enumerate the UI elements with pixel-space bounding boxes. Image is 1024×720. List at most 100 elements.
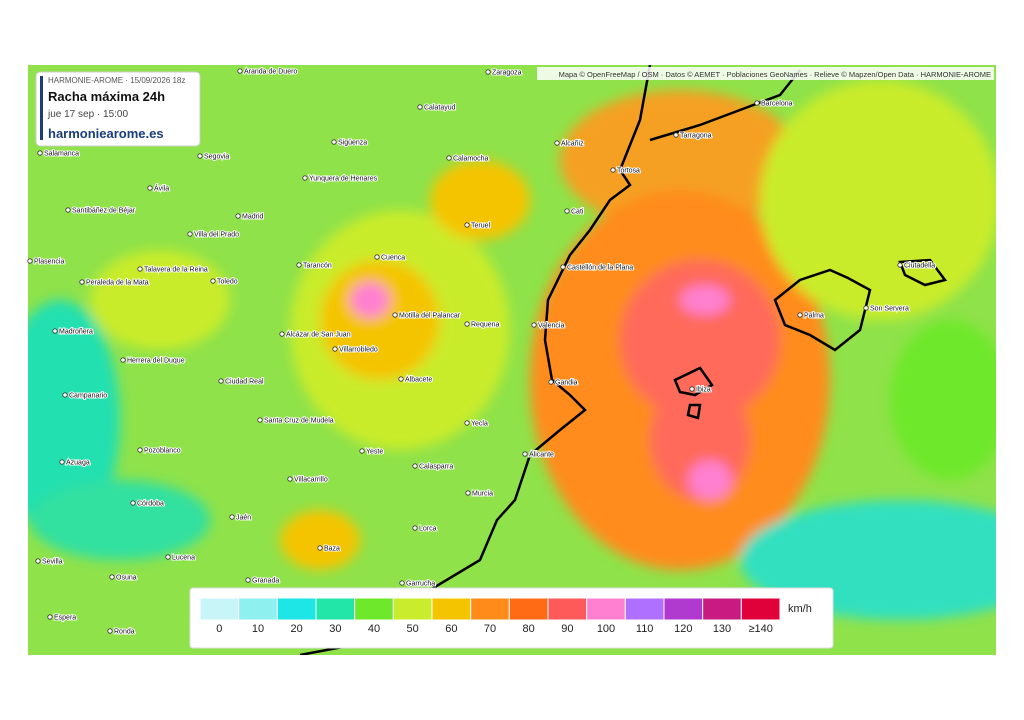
city-label: Lorca (419, 526, 437, 533)
city-label: Requena (471, 322, 500, 329)
city-label: Jaén (236, 515, 251, 522)
legend-label: 110 (636, 623, 654, 635)
legend-swatch (663, 597, 704, 621)
city-dot (689, 386, 695, 392)
legend-swatch (702, 597, 742, 621)
city-dot (120, 357, 126, 363)
city-label: Santibáñez de Béjar (72, 208, 136, 215)
legend-label: 70 (484, 623, 496, 635)
city-dot (279, 331, 285, 337)
city-label: Murcia (472, 491, 493, 498)
city-dot (897, 262, 903, 268)
city-label: Sevilla (42, 559, 63, 566)
model-run: HARMONIE-AROME · 15/09/2026 18z (48, 76, 185, 85)
legend-swatch (276, 597, 317, 621)
legend-label: 100 (597, 623, 615, 635)
city-label: Aranda de Duero (244, 69, 297, 76)
city-dot (287, 476, 293, 482)
city-dot (37, 150, 43, 156)
city-dot (147, 185, 153, 191)
legend-label: 120 (674, 623, 692, 635)
wind-field (28, 65, 996, 655)
city-dot (27, 258, 33, 264)
city-label: Herrera del Duque (127, 358, 185, 365)
city-dot (109, 574, 115, 580)
city-label: Talavera de la Reina (144, 267, 208, 274)
city-label: Toledo (217, 279, 238, 286)
city-label: Espera (54, 615, 76, 622)
city-dot (107, 628, 113, 634)
city-dot (35, 558, 41, 564)
city-label: Valencia (538, 323, 564, 330)
city-label: Baza (324, 546, 340, 553)
city-dot (398, 376, 404, 382)
city-label: Villacarrillo (294, 477, 328, 484)
city-label: Madrid (242, 214, 264, 221)
city-dot (331, 139, 337, 145)
city-dot (210, 278, 216, 284)
city-dot (464, 222, 470, 228)
legend-swatch (392, 597, 433, 621)
city-dot (412, 525, 418, 531)
city-label: Tortosa (617, 168, 640, 175)
city-label: Gandia (555, 380, 578, 387)
city-label: Ávila (154, 184, 169, 193)
city-dot (522, 451, 528, 457)
legend-label: 10 (252, 623, 264, 635)
legend-label: 40 (368, 623, 380, 635)
attribution: Mapa © OpenFreeMap / OSM · Datos © AEMET… (559, 70, 991, 79)
city-dot (130, 500, 136, 506)
legend-swatch (470, 597, 510, 621)
city-label: Zaragoza (492, 70, 522, 77)
city-dot (59, 459, 65, 465)
city-dot (412, 463, 418, 469)
city-dot (317, 545, 323, 551)
legend: km/h 0 10 20 30 40 50 60 70 80 90 100 110 120 130 ≥140 (189, 587, 834, 649)
city-label: Madroñera (59, 329, 93, 336)
city-label: Cuenca (381, 255, 405, 262)
city-dot (218, 378, 224, 384)
city-label: Ciudad Real (225, 379, 264, 386)
city-dot (485, 69, 491, 75)
city-label: Motilla del Palancar (399, 313, 461, 320)
legend-swatch (740, 597, 781, 621)
city-dot (165, 554, 171, 560)
city-label: Castellón de la Plana (567, 265, 633, 272)
city-label: Son Servera (870, 306, 909, 313)
city-dot (65, 207, 71, 213)
city-dot (47, 614, 53, 620)
legend-label: 30 (329, 623, 341, 635)
legend-unit: km/h (788, 603, 812, 615)
city-label: Osuna (116, 575, 137, 582)
city-label: Plasencia (34, 259, 64, 266)
city-dot (464, 420, 470, 426)
legend-swatch (586, 597, 626, 621)
city-dot (863, 305, 869, 311)
city-label: Yeste (366, 449, 383, 456)
city-label: Barcelona (761, 101, 793, 108)
city-dot (332, 346, 338, 352)
city-label: Ciutadella (904, 263, 935, 270)
city-label: Tarragona (680, 133, 712, 140)
site[interactable]: harmoniearome.es (48, 126, 164, 141)
city-label: Segovia (204, 154, 229, 161)
city-dot (548, 379, 554, 385)
city-label: Sigüenza (338, 140, 367, 147)
city-dot (197, 153, 203, 159)
city-label: Santa Cruz de Mudela (264, 418, 334, 425)
legend-swatch (354, 597, 394, 621)
city-dot (237, 68, 243, 74)
legend-label: ≥140 (748, 623, 772, 635)
city-dot (465, 490, 471, 496)
city-label: Azuaga (66, 460, 90, 467)
city-dot (62, 392, 68, 398)
legend-label: 50 (407, 623, 419, 635)
city-label: Pozoblanco (144, 448, 181, 455)
city-label: Calamocha (453, 156, 489, 163)
city-dot (359, 448, 365, 454)
city-dot (137, 447, 143, 453)
city-dot (560, 264, 566, 270)
city-labels: Aranda de Duero Zaragoza Calatayud Barcelon… (27, 68, 936, 637)
